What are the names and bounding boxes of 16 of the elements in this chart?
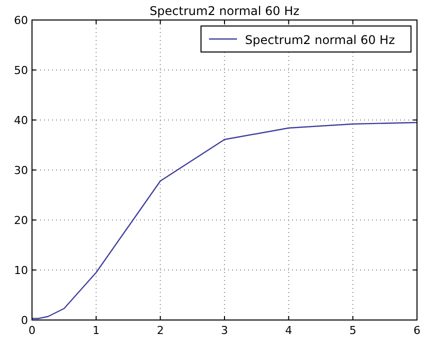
x-tick-label: 5 — [349, 324, 356, 337]
chart-title: Spectrum2 normal 60 Hz — [150, 4, 300, 18]
x-tick-label: 2 — [156, 324, 164, 337]
x-tick-label: 3 — [221, 324, 228, 337]
y-tick-label: 30 — [14, 164, 28, 177]
line-series — [31, 122, 418, 320]
x-tick-label: 4 — [285, 324, 292, 337]
y-tick-label: 60 — [14, 14, 28, 27]
y-tick-label: 20 — [14, 214, 28, 227]
x-tick-label: 6 — [414, 324, 420, 337]
x-tick-label: 1 — [92, 324, 100, 337]
y-tick-label: 0 — [21, 314, 28, 327]
y-tick-label: 40 — [14, 114, 28, 127]
y-tick-label: 50 — [14, 64, 28, 77]
y-tick-label: 10 — [14, 264, 28, 277]
legend-label: Spectrum2 normal 60 Hz — [245, 33, 395, 47]
